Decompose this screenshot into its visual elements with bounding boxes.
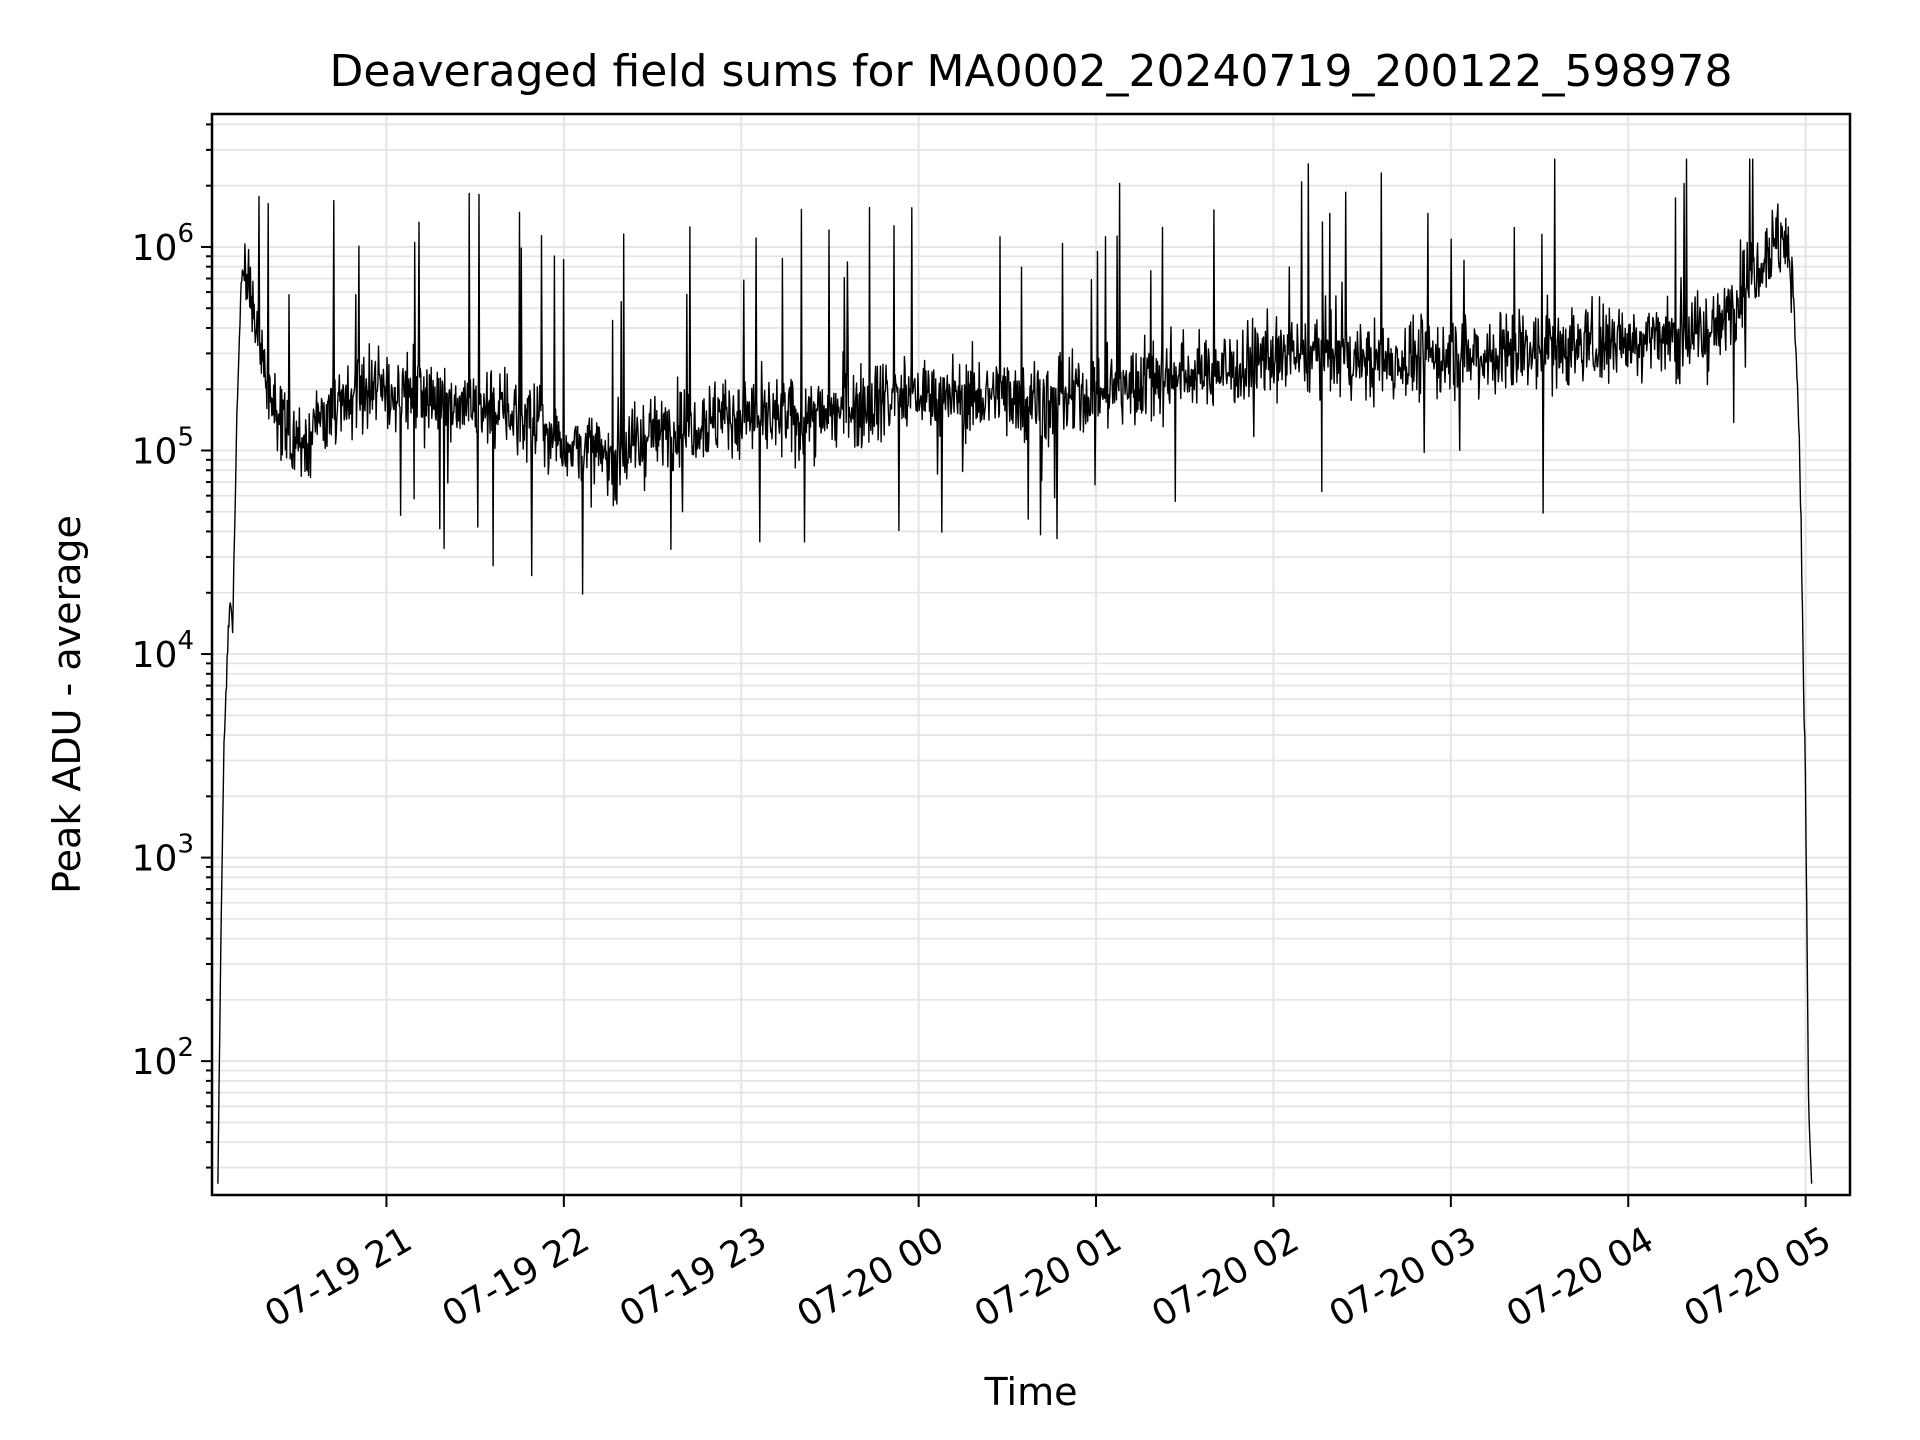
chart-title: Deaveraged field sums for MA0002_2024071…: [330, 46, 1733, 97]
y-tick-label: 102: [132, 1033, 194, 1083]
x-axis: 07-19 21 07-19 22 07-19 23 07-20 00 07-20 01…: [258, 1195, 1838, 1336]
y-tick-label: 104: [132, 626, 194, 676]
x-tick-label: 07-19 22: [436, 1219, 597, 1335]
series-layer: [217, 158, 1813, 1184]
x-tick-label: 07-20 00: [790, 1219, 951, 1335]
x-tick-label: 07-20 04: [1500, 1219, 1661, 1335]
x-tick-label: 07-19 23: [613, 1219, 774, 1335]
y-tick-label: 105: [132, 423, 194, 473]
grid: [212, 114, 1850, 1195]
x-tick-label: 07-19 21: [258, 1219, 419, 1335]
x-tick-label: 07-20 05: [1677, 1219, 1838, 1335]
x-tick-label: 07-20 03: [1323, 1219, 1484, 1335]
x-axis-label: Time: [984, 1370, 1078, 1414]
x-tick-label: 07-20 01: [968, 1219, 1129, 1335]
y-axis-label: Peak ADU - average: [45, 515, 89, 894]
y-axis: 102 103 104 105 106: [132, 123, 212, 1169]
y-tick-label: 103: [132, 830, 194, 880]
x-tick-label: 07-20 02: [1145, 1219, 1306, 1335]
series-line: [217, 158, 1813, 1184]
y-tick-label: 106: [132, 219, 194, 269]
